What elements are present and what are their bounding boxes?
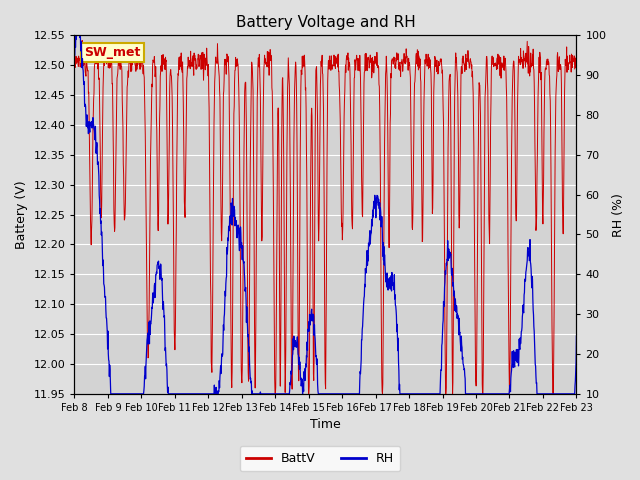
Legend: BattV, RH: BattV, RH [240, 446, 400, 471]
Y-axis label: Battery (V): Battery (V) [15, 180, 28, 249]
X-axis label: Time: Time [310, 419, 341, 432]
Text: SW_met: SW_met [84, 46, 141, 59]
Title: Battery Voltage and RH: Battery Voltage and RH [236, 15, 415, 30]
Y-axis label: RH (%): RH (%) [612, 192, 625, 237]
